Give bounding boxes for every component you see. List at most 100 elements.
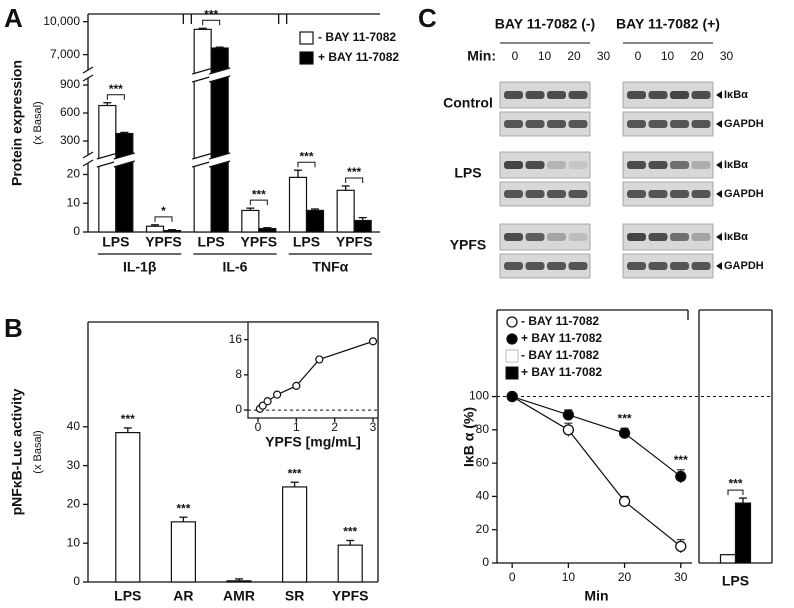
blot-row-label: YPFS <box>450 237 487 253</box>
blot-band <box>547 161 566 169</box>
blot-band <box>627 91 646 99</box>
y-axis-sublabel: (x Basal) <box>32 430 44 473</box>
series-line <box>511 395 682 477</box>
significance: *** <box>728 476 742 490</box>
x-tick-label: 30 <box>674 570 688 584</box>
legend-label: + BAY 11-7082 <box>521 365 602 379</box>
x-tick-label: AMR <box>223 588 255 604</box>
band-arrow <box>716 233 722 241</box>
x-tick-label: YPFS <box>336 234 373 250</box>
point <box>675 540 687 553</box>
y-tick-label: 40 <box>67 419 81 433</box>
bar <box>305 209 325 233</box>
blot-membrane <box>499 151 591 179</box>
bar <box>226 580 252 583</box>
point <box>273 390 282 399</box>
blot-band <box>568 91 588 99</box>
x-tick-label: AR <box>173 588 193 604</box>
legend-label: - BAY 11-7082 <box>521 348 599 362</box>
legend-swatch <box>299 31 314 45</box>
blot-band <box>691 262 711 270</box>
blot-band <box>547 120 566 128</box>
blot-band <box>627 120 646 128</box>
blot-band <box>525 233 545 241</box>
blot-band <box>568 120 588 128</box>
y-tick-label: 20 <box>67 497 81 511</box>
blot-header: BAY 11-7082 (+) <box>616 16 720 32</box>
x-tick-label: LPS <box>114 588 141 604</box>
y-tick-label: 0 <box>235 402 242 416</box>
blot-band <box>670 120 689 128</box>
x-tick-label: 3 <box>370 420 377 434</box>
legend-marker <box>506 333 518 345</box>
bar <box>288 176 308 233</box>
minute-label: 0 <box>512 49 519 63</box>
axis-break <box>209 68 231 82</box>
point <box>618 495 631 508</box>
group-label: IL-6 <box>223 259 248 275</box>
y-axis-label: IκB α (%) <box>461 407 477 467</box>
point <box>675 470 687 483</box>
y-tick-label: 20 <box>476 522 490 536</box>
blot-band <box>504 161 523 169</box>
point <box>292 381 301 390</box>
axis-break <box>82 159 94 167</box>
x-tick-label: YPFS <box>241 234 278 250</box>
bar <box>336 189 355 233</box>
blot-band <box>525 262 545 270</box>
significance-bracket <box>154 216 173 222</box>
x-tick-label: 20 <box>618 570 632 584</box>
bar <box>115 132 134 233</box>
axis-break <box>209 153 231 167</box>
blot-band <box>504 233 523 241</box>
y-tick-label: 40 <box>476 489 490 503</box>
blot-band <box>547 233 566 241</box>
blot-row-label: Control <box>443 95 493 111</box>
blot-band <box>547 190 566 198</box>
blot-band <box>648 120 668 128</box>
legend-label: - BAY 11-7082 <box>318 30 396 44</box>
blot-band <box>691 233 711 241</box>
panel-letter: A <box>4 3 23 33</box>
minute-label: 20 <box>567 49 581 63</box>
blot-band <box>670 233 689 241</box>
y-axis-label: pNFκB-Luc activity <box>9 388 25 515</box>
x-tick-label: YPFS <box>332 588 369 604</box>
band-arrow <box>716 120 722 128</box>
blot-band <box>627 233 646 241</box>
significance-bracket <box>249 199 268 206</box>
x-tick-label: 1 <box>293 420 300 434</box>
significance: *** <box>204 7 218 21</box>
significance: *** <box>176 501 190 515</box>
y-axis-label: Protein expression <box>9 60 25 186</box>
x-tick-label: 2 <box>331 420 338 434</box>
bar <box>719 554 737 564</box>
significance: *** <box>618 411 632 425</box>
blot-band <box>547 262 566 270</box>
blot-band <box>568 190 588 198</box>
y-tick-label: 80 <box>476 422 490 436</box>
bar <box>193 28 212 233</box>
bar <box>145 225 165 233</box>
point <box>368 337 378 346</box>
blot-band <box>691 190 711 198</box>
band-label: IκBα <box>724 231 748 243</box>
x-tick-label: YPFS <box>145 234 182 250</box>
bar <box>162 229 182 233</box>
y-tick-label: 600 <box>60 105 80 119</box>
y-tick-label: 20 <box>67 167 81 181</box>
blot-band <box>648 262 668 270</box>
y-tick-label: 10 <box>67 195 81 209</box>
significance: *** <box>299 149 313 163</box>
significance: *** <box>674 453 688 467</box>
point <box>315 355 324 364</box>
bar <box>241 209 260 233</box>
group-label: TNFα <box>312 259 348 275</box>
legend-swatch <box>505 366 519 380</box>
blot-band <box>525 190 545 198</box>
axis-break <box>192 153 214 167</box>
blot-band <box>525 91 545 99</box>
significance: *** <box>288 466 302 480</box>
blot-band <box>648 91 668 99</box>
